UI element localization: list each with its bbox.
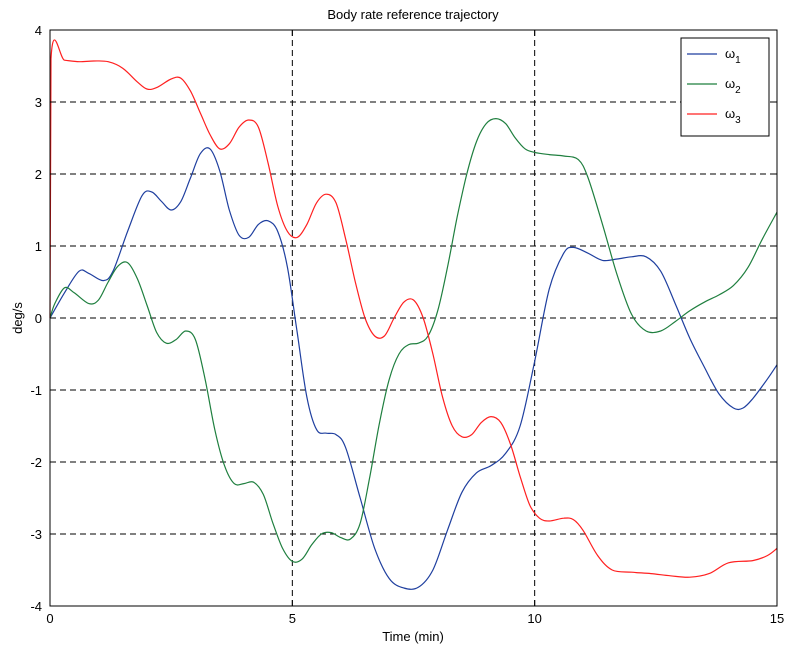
chart-title: Body rate reference trajectory bbox=[327, 7, 499, 22]
y-tick-label: 2 bbox=[35, 167, 42, 182]
series-line-omega-3 bbox=[49, 39, 778, 578]
x-axis-label: Time (min) bbox=[382, 629, 444, 644]
y-tick-label: -4 bbox=[30, 599, 42, 614]
y-tick-label: 4 bbox=[35, 23, 42, 38]
y-axis-label: deg/s bbox=[10, 302, 25, 334]
legend-label: ω1 bbox=[725, 46, 741, 66]
x-tick-label: 5 bbox=[289, 611, 296, 626]
series-line-omega-1 bbox=[49, 147, 778, 590]
y-tick-label: -2 bbox=[30, 455, 42, 470]
x-tick-label: 10 bbox=[527, 611, 541, 626]
y-tick-label: -1 bbox=[30, 383, 42, 398]
legend-label: ω3 bbox=[725, 106, 741, 126]
series-line-omega-2 bbox=[49, 117, 778, 563]
y-tick-label: -3 bbox=[30, 527, 42, 542]
y-tick-label: 0 bbox=[35, 311, 42, 326]
x-tick-label: 15 bbox=[770, 611, 784, 626]
legend-label: ω2 bbox=[725, 76, 741, 96]
ticks: 0 5 10 15 -4 -3 -2 -1 0 1 2 3 4 bbox=[30, 23, 784, 626]
grid bbox=[50, 30, 777, 606]
y-tick-label: 1 bbox=[35, 239, 42, 254]
y-tick-label: 3 bbox=[35, 95, 42, 110]
legend[interactable]: ω1 ω2 ω3 bbox=[680, 37, 770, 137]
x-tick-label: 0 bbox=[46, 611, 53, 626]
series-group bbox=[49, 39, 778, 590]
